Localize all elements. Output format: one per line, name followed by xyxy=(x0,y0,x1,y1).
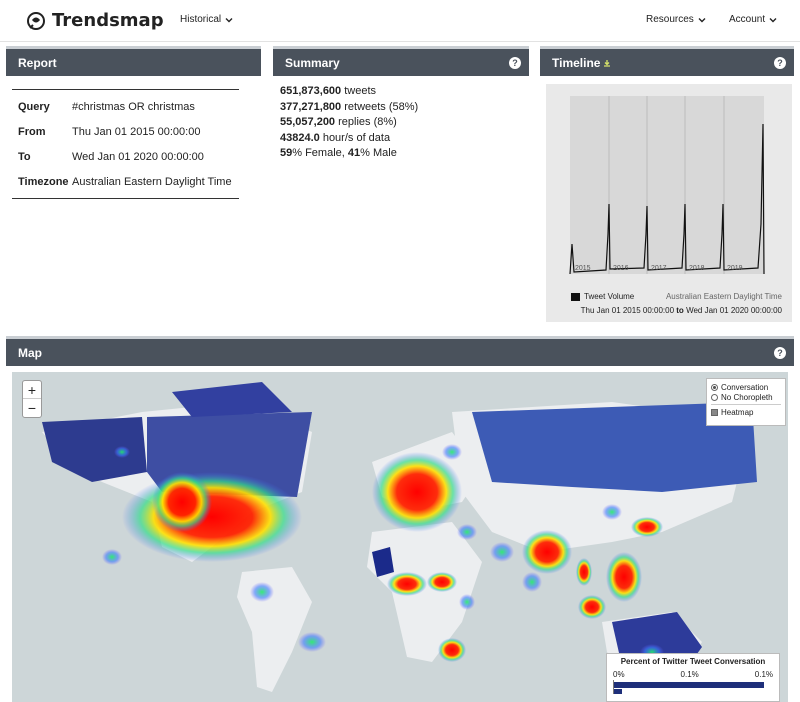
map-panel-header: Map ? xyxy=(6,336,794,366)
nav-account[interactable]: Account xyxy=(729,14,777,25)
report-row-from: From Thu Jan 01 2015 00:00:00 xyxy=(12,119,239,144)
nav-resources[interactable]: Resources xyxy=(646,14,706,25)
top-nav-bar: Trendsmap Historical Resources Account xyxy=(0,0,800,42)
checkbox-checked-icon[interactable] xyxy=(711,408,718,416)
legend-bar xyxy=(614,682,764,688)
nav-resources-label: Resources xyxy=(646,14,694,25)
radio-icon[interactable] xyxy=(711,393,718,401)
zoom-out-button[interactable]: − xyxy=(27,400,37,416)
legend-title: Percent of Twitter Tweet Conversation xyxy=(620,657,766,666)
nav-account-label: Account xyxy=(729,14,766,25)
nav-historical-label: Historical xyxy=(180,14,222,25)
summary-stats: 651,873,600 tweets 377,271,800 retweets … xyxy=(280,84,418,162)
report-value: Wed Jan 01 2020 00:00:00 xyxy=(72,150,204,163)
app-name: Trendsmap xyxy=(52,10,164,31)
report-label: Timezone xyxy=(18,175,69,188)
report-value: #christmas OR christmas xyxy=(72,100,195,113)
report-title: Report xyxy=(18,55,57,70)
radio-selected-icon[interactable] xyxy=(711,383,718,391)
report-panel-header: Report xyxy=(6,46,261,76)
year-label: 2017 xyxy=(651,265,667,272)
chevron-down-icon xyxy=(225,17,233,22)
legend-bar-area xyxy=(613,680,773,694)
legend-ticks: 0% 0.1% 0.1% xyxy=(613,670,773,679)
map-title: Map xyxy=(18,345,42,360)
summary-title: Summary xyxy=(285,55,340,70)
report-label: From xyxy=(18,125,46,138)
timeline-legend: Tweet Volume xyxy=(571,292,634,301)
summary-retweets: 377,271,800 retweets (58%) xyxy=(280,100,419,113)
timeline-range: Thu Jan 01 2015 00:00:00 to Wed Jan 01 2… xyxy=(580,306,782,315)
timeline-chart: 2015 2016 2017 2018 2019 xyxy=(569,96,765,275)
legend-swatch xyxy=(571,292,580,301)
timeline-chart-area: 2015 2016 2017 2018 2019 xyxy=(546,84,792,322)
map-legend: Percent of Twitter Tweet Conversation 0%… xyxy=(606,653,780,702)
report-row-to: To Wed Jan 01 2020 00:00:00 xyxy=(12,144,239,169)
map-canvas xyxy=(42,382,757,692)
download-icon[interactable] xyxy=(603,59,611,67)
report-table: Query #christmas OR christmas From Thu J… xyxy=(12,89,239,199)
timeline-timezone: Australian Eastern Daylight Time xyxy=(665,292,782,301)
year-label: 2019 xyxy=(727,265,743,272)
help-icon[interactable]: ? xyxy=(774,347,786,359)
layer-option-no-choropleth[interactable]: No Choropleth xyxy=(711,392,781,402)
report-row-query: Query #christmas OR christmas xyxy=(12,94,239,119)
logo[interactable]: Trendsmap xyxy=(26,10,164,31)
trendsmap-logo-icon xyxy=(27,11,45,30)
help-icon[interactable]: ? xyxy=(774,57,786,69)
nav-historical[interactable]: Historical xyxy=(180,14,233,25)
summary-hours: 43824.0 hour/s of data xyxy=(280,131,391,144)
chevron-down-icon xyxy=(698,17,706,22)
chevron-down-icon xyxy=(769,17,777,22)
timeline-title: Timeline xyxy=(552,55,601,70)
timeline-panel-header: Timeline ? xyxy=(540,46,794,76)
report-row-timezone: Timezone Australian Eastern Daylight Tim… xyxy=(12,169,239,194)
summary-gender: 59% Female, 41% Male xyxy=(280,147,397,159)
report-value: Thu Jan 01 2015 00:00:00 xyxy=(72,125,201,138)
report-label: To xyxy=(18,150,31,163)
year-label: 2016 xyxy=(613,265,629,272)
legend-bar-small xyxy=(614,689,622,694)
legend-label: Tweet Volume xyxy=(584,292,635,301)
heatmap-layer xyxy=(102,444,664,662)
summary-replies: 55,057,200 replies (8%) xyxy=(280,116,397,128)
layer-option-heatmap[interactable]: Heatmap xyxy=(711,407,781,417)
summary-panel-header: Summary ? xyxy=(273,46,529,76)
year-label: 2015 xyxy=(575,265,591,272)
year-label: 2018 xyxy=(689,265,705,272)
report-value: Australian Eastern Daylight Time xyxy=(72,175,232,188)
layer-option-conversation[interactable]: Conversation xyxy=(711,382,781,392)
report-label: Query xyxy=(18,100,50,113)
zoom-in-button[interactable]: + xyxy=(23,381,41,399)
world-map[interactable] xyxy=(12,372,788,702)
help-icon[interactable]: ? xyxy=(509,57,521,69)
layer-control: Conversation No Choropleth Heatmap xyxy=(706,378,786,426)
zoom-control: + − xyxy=(22,380,42,418)
summary-tweets: 651,873,600 tweets xyxy=(280,85,377,97)
tweet-volume-line xyxy=(569,123,765,275)
